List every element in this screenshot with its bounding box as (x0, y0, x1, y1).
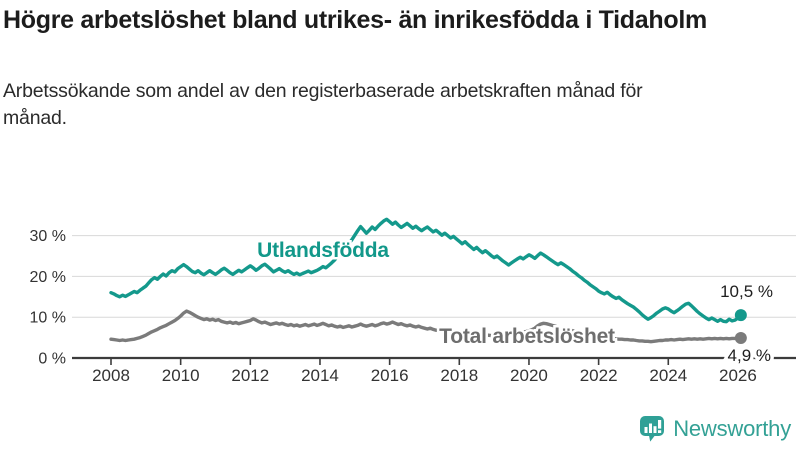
series-label-total: Total arbetslöshet (439, 325, 615, 348)
series-line-total (109, 309, 743, 344)
x-tick-label-2024: 2024 (649, 366, 687, 385)
y-tick-label-0: 0 % (38, 351, 66, 368)
x-tick-label-2026: 2026 (719, 366, 757, 385)
chart-subtitle: Arbetssökande som andel av den registerb… (3, 80, 643, 129)
x-tick-label-2010: 2010 (162, 366, 200, 385)
end-value-label-total: 4,9 % (728, 346, 771, 365)
bar-chart-speech-bubble-icon (638, 414, 666, 443)
newsworthy-logo: Newsworthy (638, 414, 791, 443)
chart-title: Högre arbetslöshet bland utrikes- än inr… (3, 6, 707, 34)
x-tick-label-2022: 2022 (580, 366, 618, 385)
y-tick-label-10: 10 % (30, 310, 66, 327)
x-tick-label-2012: 2012 (231, 366, 269, 385)
x-tick-label-2014: 2014 (301, 366, 339, 385)
series-end-dot-utlandsfodda (734, 309, 747, 322)
y-tick-label-20: 20 % (30, 269, 66, 286)
x-tick-label-2008: 2008 (92, 366, 130, 385)
y-tick-label-30: 30 % (30, 228, 66, 245)
x-tick-label-2016: 2016 (371, 366, 409, 385)
newsworthy-brand-name: Newsworthy (673, 415, 791, 441)
x-tick-label-2020: 2020 (510, 366, 548, 385)
x-tick-label-2018: 2018 (440, 366, 478, 385)
series-label-utlandsfodda: Utlandsfödda (257, 239, 389, 262)
series-line-utlandsfodda (109, 217, 743, 324)
series-end-dot-total (734, 332, 747, 345)
end-value-label-utlandsfodda: 10,5 % (720, 282, 773, 301)
